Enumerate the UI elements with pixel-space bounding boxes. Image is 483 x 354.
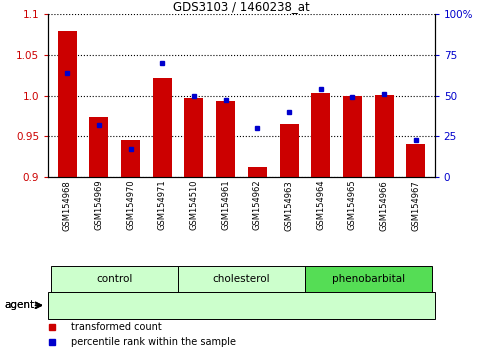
Text: agent: agent bbox=[5, 300, 35, 310]
Bar bbox=[374, 95, 394, 177]
Text: agent: agent bbox=[5, 300, 35, 310]
Bar bbox=[178, 266, 305, 292]
Bar bbox=[311, 93, 330, 177]
Bar bbox=[121, 141, 140, 177]
Bar bbox=[48, 292, 435, 319]
Bar bbox=[89, 117, 109, 177]
Text: phenobarbital: phenobarbital bbox=[332, 274, 405, 284]
Title: GDS3103 / 1460238_at: GDS3103 / 1460238_at bbox=[173, 0, 310, 13]
Bar bbox=[216, 101, 235, 177]
Bar bbox=[185, 98, 203, 177]
Bar bbox=[52, 266, 178, 292]
Text: transformed count: transformed count bbox=[71, 321, 162, 332]
Bar bbox=[280, 124, 298, 177]
Bar bbox=[343, 96, 362, 177]
Bar bbox=[406, 144, 425, 177]
Bar bbox=[58, 31, 77, 177]
Text: cholesterol: cholesterol bbox=[213, 274, 270, 284]
Bar bbox=[305, 266, 431, 292]
Bar bbox=[153, 78, 172, 177]
Text: percentile rank within the sample: percentile rank within the sample bbox=[71, 337, 237, 348]
Text: control: control bbox=[97, 274, 133, 284]
Bar bbox=[248, 167, 267, 177]
